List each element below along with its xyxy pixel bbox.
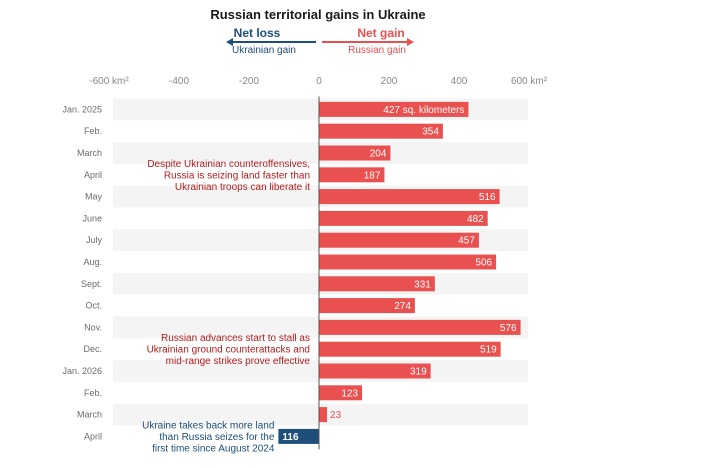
category-labels: Jan. 2025 Feb. March April May June July Aug. Se… [62,104,102,441]
bar [319,189,500,205]
value-label: 274 [394,301,411,312]
value-label: 506 [475,258,492,269]
category-label: Aug. [83,257,102,267]
annotation-line: Ukrainian ground counterattacks and [147,345,310,356]
annotation-line: Despite Ukrainian counteroffensives, [147,159,310,170]
category-label: Jan. 2026 [62,366,102,376]
bar [319,145,391,161]
category-label: March [77,410,102,420]
x-tick-label: 600 km² [511,76,548,87]
bars [278,101,521,444]
value-label: 576 [500,323,517,334]
annotations: Despite Ukrainian counteroffensives,Russ… [142,159,310,455]
value-label: 354 [422,127,439,138]
category-label: Oct. [85,301,102,311]
legend-loss-arrowhead [226,38,233,46]
annotation-line: first time since August 2024 [152,443,275,454]
x-tick-label: -200 [239,76,259,87]
category-label: April [84,170,102,180]
value-label: 516 [479,192,496,203]
bar [319,101,469,117]
category-label: Sept. [81,279,102,289]
bar [319,363,431,379]
chart-title: Russian territorial gains in Ukraine [210,7,425,22]
annotation-line: Russia is seizing land faster than [164,170,310,181]
bar [319,298,415,314]
value-label: 116 [282,432,299,443]
bar [319,319,521,335]
bar [319,385,363,401]
category-label: Nov. [84,322,102,332]
legend-loss-sub: Ukrainian gain [232,45,296,56]
category-label: May [85,192,103,202]
category-label: April [84,431,102,441]
annotation-line: Ukrainian troops can liberate it [175,182,310,193]
value-label: 204 [370,149,387,160]
annotation-line: mid-range strikes prove effective [166,356,311,367]
bar [319,232,479,248]
legend-gain-label: Net gain [357,26,404,40]
annotation-line: Ukraine takes back more land [142,420,274,431]
category-label: July [86,235,103,245]
value-label: 519 [480,345,497,356]
bar [319,254,497,270]
x-axis-ticks: -600 km² -400 -200 0 200 400 600 km² [89,76,547,87]
bar [278,428,319,444]
value-label: 319 [410,367,427,378]
x-tick-label: 0 [316,76,322,87]
bar [319,123,443,139]
legend-gain-arrowhead [407,38,414,46]
value-label: 123 [341,388,358,399]
value-label: 457 [458,236,475,247]
value-label: 482 [467,214,484,225]
category-label: June [82,213,102,223]
bar [319,167,385,183]
legend-gain-sub: Russian gain [348,45,406,56]
bar [319,407,328,423]
legend: Net loss Ukrainian gain Net gain Russian… [226,26,414,56]
annotation-line: than Russia seizes for the [159,432,274,443]
value-label: 331 [414,279,431,290]
category-label: March [77,148,102,158]
x-tick-label: 400 [451,76,468,87]
annotation-line: Russian advances start to stall as [161,333,310,344]
bar [319,210,488,226]
bar [319,276,435,292]
category-label: Feb. [84,388,102,398]
x-tick-label: -400 [169,76,189,87]
legend-loss-label: Net loss [234,26,281,40]
bar [319,341,501,357]
category-label: Feb. [84,126,102,136]
x-tick-label: -600 km² [89,76,129,87]
value-label: 187 [364,170,381,181]
value-label: 23 [330,410,342,421]
x-tick-label: 200 [381,76,398,87]
category-label: Jan. 2025 [62,104,102,114]
value-label: 427 sq. kilometers [383,105,464,116]
category-label: Dec. [83,344,102,354]
